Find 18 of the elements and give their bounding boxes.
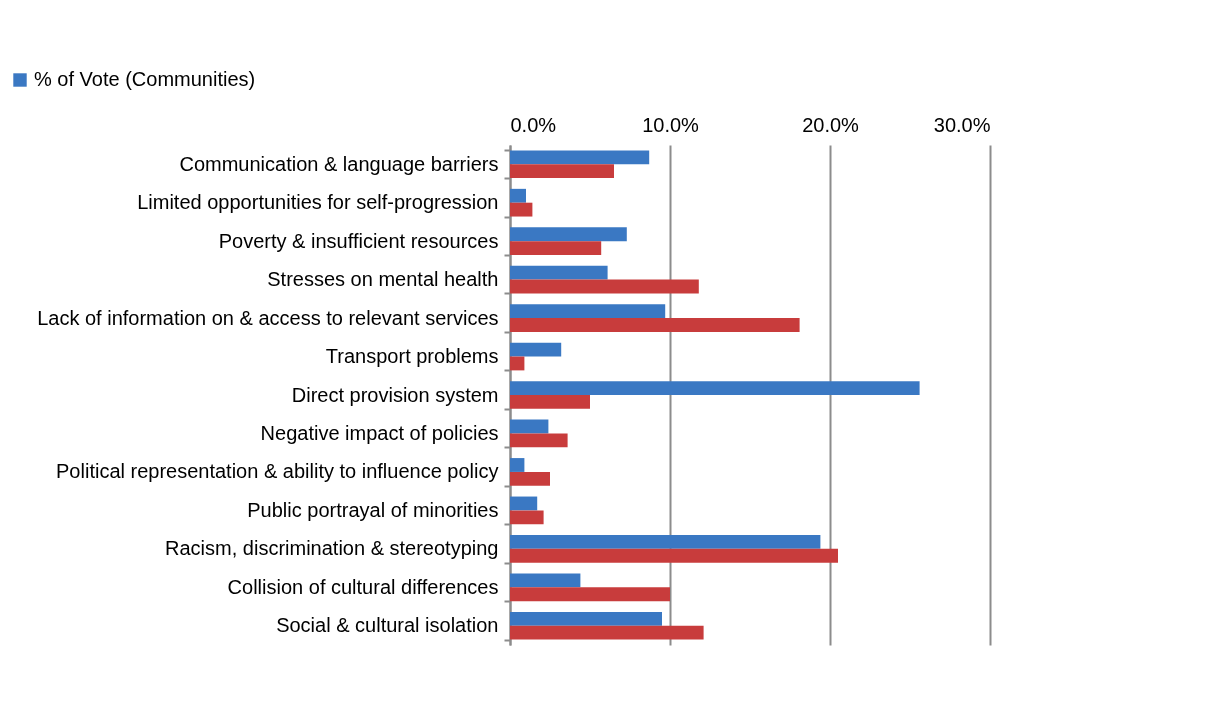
x-tick-label: 10.0% (642, 113, 700, 136)
y-tick-label: Transport problems (325, 345, 499, 368)
y-tick-label: Social & cultural isolation (276, 614, 499, 637)
y-tick-label: Racism, discrimination & stereotyping (165, 537, 499, 560)
y-tick-label: Negative impact of policies (260, 421, 499, 444)
y-tick-label: Stresses on mental health (267, 268, 499, 291)
y-tick-label: Collision of cultural differences (227, 575, 499, 598)
y-tick-label: Direct provision system (291, 383, 499, 406)
x-tick-label: 0.0% (510, 113, 557, 136)
y-tick-label: Communication & language barriers (179, 152, 499, 175)
legend-label: % of Vote (Communities) (34, 68, 256, 90)
x-tick-label: 30.0% (933, 113, 991, 136)
y-tick-label: Public portrayal of minorities (247, 498, 499, 521)
x-tick-label: 20.0% (802, 113, 860, 136)
y-tick-label: Limited opportunities for self-progression (137, 191, 499, 214)
y-tick-label: Lack of information on & access to relevant services (37, 306, 499, 329)
y-tick-label: Poverty & insufficient resources (218, 229, 499, 252)
y-tick-label: Political representation & ability to influence policy (56, 460, 499, 483)
